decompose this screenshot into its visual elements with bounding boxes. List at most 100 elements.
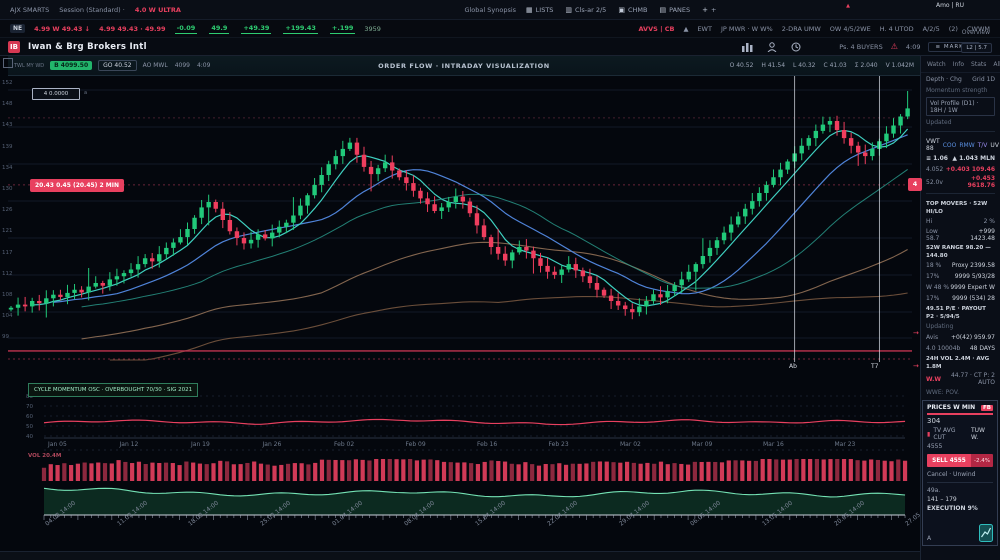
stat-chips: -0.09 49.9 +49.39 +199.43 +.199 <box>174 23 356 34</box>
panel-row: W.W 44.77 · CT P: 2 AUTO <box>926 372 995 386</box>
panel-row: Updating <box>926 322 995 331</box>
ohlc-stat: O 40.52 <box>729 62 754 69</box>
panel-row-label: Hi <box>926 218 933 226</box>
price-alert-tag[interactable]: 20.43 0.45 (20.45) 2 MIN <box>30 179 124 192</box>
panel-row: Low 58.7 +999 1423.48 <box>926 228 995 243</box>
indicator-label-box[interactable]: CYCLE MOMENTUM OSC · OVERBOUGHT 70/30 · … <box>28 383 199 397</box>
stat-chip[interactable]: +.199 <box>329 23 356 34</box>
chart-header-meta: AO MWL 4099 4:09 <box>143 62 218 69</box>
quote-menu-item[interactable]: OW 4/5/2WE <box>829 24 871 33</box>
warning-icon: ⚠ <box>890 42 898 51</box>
symbol-toolbar-icons <box>742 41 801 52</box>
panel-row: 4.0 10004b 48 DAYS <box>926 344 995 353</box>
price-float-box[interactable]: 4 0.0000 <box>32 88 80 100</box>
toolbar-chip[interactable]: ▣ CHMB <box>618 6 647 14</box>
sell-button[interactable]: SELL 4555 -2.4% <box>927 454 993 467</box>
screen-icon: ▣ <box>618 5 625 14</box>
price-scale-label: 117 <box>2 249 13 256</box>
right-panel-tab[interactable]: Info <box>952 61 965 68</box>
market-label: AJX SMARTS <box>10 5 50 14</box>
panel-row: ▸W 48 %9999 Expert W <box>921 283 995 292</box>
corner-alert-icon: ▲ <box>846 3 850 9</box>
stat-chip[interactable]: +49.39 <box>241 23 272 34</box>
chart-columns-icon[interactable] <box>742 42 753 52</box>
toolbar-chip[interactable]: + + <box>702 6 716 14</box>
quote-menu-item[interactable]: CWWM <box>966 24 990 33</box>
price-scale-label: 108 <box>2 292 13 298</box>
clock-icon[interactable] <box>791 42 801 52</box>
broker-logo: IB <box>8 40 20 53</box>
price-scale-label: 130 <box>2 186 13 192</box>
level2-chip[interactable]: L2 | 5.7 <box>961 43 992 53</box>
panel-row-label: Depth · Chg <box>926 76 962 83</box>
panel-token: T/V <box>977 141 988 149</box>
indicator-subcharts[interactable]: 80 70 60 50 40 Jan 05 Jan 12 Jan 19 Jan 26 Feb 02… <box>8 378 912 520</box>
panel-row-label: TOP MOVERS · 52W HI/LO <box>926 201 988 216</box>
price-scale-label: 143 <box>2 122 13 129</box>
panel-row-label: W.W <box>926 375 942 383</box>
panel-row: Updated <box>926 118 995 127</box>
symbol-bar: IB Iwan & Brg Brokers Intl Ps. 4 BUYERS … <box>0 38 1000 56</box>
ticket-range: 141 – 179 <box>927 496 957 503</box>
quote-menu-item[interactable]: EWT <box>697 24 712 33</box>
quote-menu-item[interactable]: AVVS | CB <box>638 24 675 33</box>
sell-button-side[interactable]: -2.4% <box>971 454 993 467</box>
go-chip[interactable]: GO 40.52 <box>98 60 137 71</box>
quote-menu-item[interactable]: H. 4 UTOD <box>879 24 914 33</box>
panel-row: Depth · Chg Grid 1D <box>926 75 995 84</box>
exchange-badge: NE <box>10 24 26 33</box>
stat-chip[interactable]: -0.09 <box>174 23 198 34</box>
panel-row-label: Low 58.7 <box>926 228 940 243</box>
svg-text:Jan 12: Jan 12 <box>119 441 139 448</box>
svg-text:50: 50 <box>26 424 33 430</box>
panel-row <box>926 193 995 196</box>
ohlc-stat: H 41.54 <box>761 62 786 69</box>
mini-chart-icon[interactable] <box>979 524 993 542</box>
panel-row-label: 49.51 P/E · PAYOUT P2 · 5/94/5 <box>926 306 986 321</box>
panel-row-value: 9999 (534) 28 <box>952 295 995 303</box>
panel-row-value: +0(42) 959.97 <box>950 334 995 342</box>
long-position-chip[interactable]: B 4099.50 <box>50 61 93 70</box>
right-panel-tab[interactable]: Watch <box>927 61 946 68</box>
quote-menu-item[interactable]: A/2/5 <box>922 24 940 33</box>
user-icon[interactable] <box>767 41 777 52</box>
toolbar-chip[interactable]: ▤ PANES <box>659 6 690 14</box>
sell-button-label[interactable]: SELL 4555 <box>927 454 971 467</box>
panel-row: ≡ 1.06 ▲ 1.043 MLN <box>926 154 995 163</box>
right-panel-rows: Depth · Chg Grid 1D Momentum strength Vol P… <box>921 73 1000 397</box>
panel-token: COO <box>942 141 957 149</box>
ticket-footer: A <box>927 524 993 542</box>
quote-menu-item[interactable]: (2) <box>948 24 958 33</box>
panel-row-label: 17% <box>926 295 940 303</box>
drawing-tool-icon[interactable] <box>3 58 13 68</box>
ohlc-stat: V 1.042M <box>885 62 914 69</box>
panel-row: Hi 2 % <box>926 217 995 226</box>
quote-menu-item[interactable]: JP MWR · W W% <box>720 24 773 33</box>
right-panel-tab[interactable]: All <box>993 61 1000 68</box>
ticket-foot-label: A <box>927 535 932 542</box>
toolbar-chip[interactable]: ▦ LISTS <box>526 6 553 14</box>
bars-icon: ▥ <box>565 5 573 14</box>
price-scale-label: 148 <box>2 101 13 108</box>
top-toolbar: AJX SMARTS Session (Standard) · 4.0 W UL… <box>0 0 1000 20</box>
right-panel-tab[interactable]: Stats <box>971 61 987 68</box>
panel-row: 18 % Proxy 2399.58 <box>926 261 995 270</box>
columns-icon: ▤ <box>659 5 667 14</box>
stat-plain: 3959 <box>364 24 381 33</box>
panel-row: 17% 9999 5/93/28 <box>926 272 995 281</box>
panel-row-label: Vol Profile (D1) · 18H / 1W <box>930 99 979 114</box>
quote-menu-item[interactable]: ▲ <box>683 24 689 33</box>
cancel-link[interactable]: Cancel · Unwind <box>927 471 976 478</box>
toolbar-chip[interactable]: ▥ Cls-ar 2/5 <box>565 6 606 14</box>
svg-text:Mar 23: Mar 23 <box>835 441 856 448</box>
stat-chip[interactable]: +199.43 <box>283 23 318 34</box>
svg-text:Feb 23: Feb 23 <box>549 441 569 448</box>
quote-menu-item[interactable]: 2-DRA UMW <box>781 24 821 33</box>
panel-row: 52.0v +0.453 9618.76 <box>926 175 995 189</box>
main-candlestick-chart[interactable] <box>8 76 912 362</box>
ohlc-stat: Σ 2.040 <box>854 62 878 69</box>
symbol-title: Iwan & Brg Brokers Intl <box>28 41 147 52</box>
stat-chip[interactable]: 49.9 <box>209 23 230 34</box>
axis-alert-badge[interactable]: 4 <box>908 178 922 191</box>
